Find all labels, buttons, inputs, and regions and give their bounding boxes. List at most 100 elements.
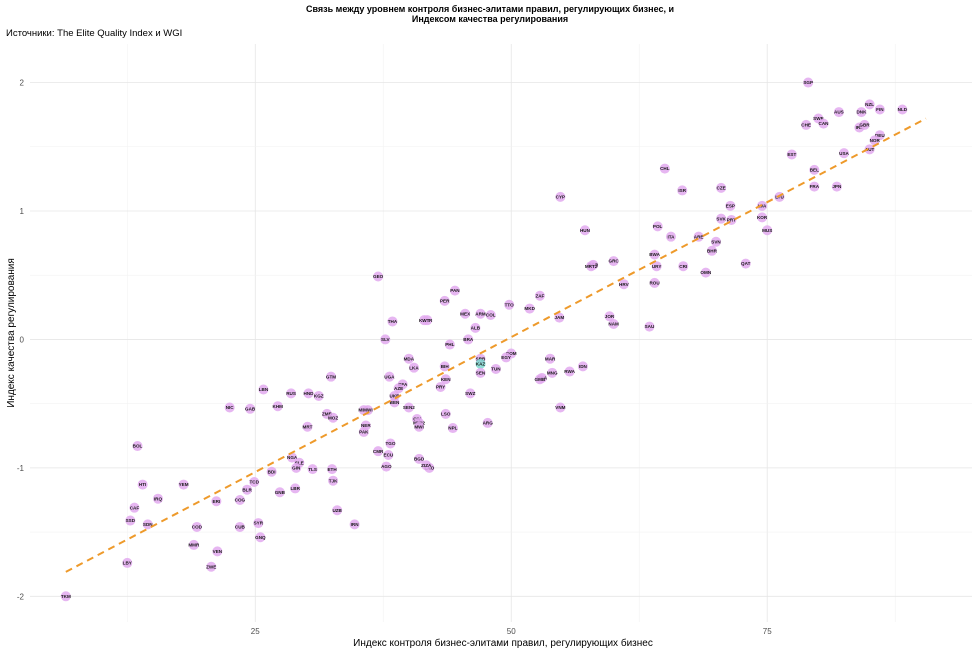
data-point-label: IRN bbox=[351, 522, 360, 527]
data-point-marker bbox=[757, 212, 768, 223]
data-point-marker bbox=[651, 261, 662, 272]
data-point-label: PAN bbox=[450, 288, 460, 293]
data-point: CYP bbox=[555, 191, 566, 202]
x-axis-label: Индекс контроля бизнес-элитами правил, р… bbox=[353, 637, 653, 649]
data-point-label: NIC bbox=[226, 405, 235, 410]
data-point-label: GIN bbox=[292, 465, 301, 470]
data-point-marker bbox=[212, 546, 223, 557]
data-point-marker bbox=[608, 256, 619, 267]
data-point-label: GAB bbox=[245, 406, 256, 411]
data-point-label: SYR bbox=[254, 521, 264, 526]
data-point-marker bbox=[421, 460, 432, 471]
data-point-marker bbox=[809, 164, 820, 175]
data-point: SDN bbox=[142, 519, 153, 530]
data-point: ARG bbox=[482, 417, 493, 428]
data-point-marker bbox=[839, 148, 850, 159]
data-point-label: AUS bbox=[834, 110, 844, 115]
data-point-marker bbox=[869, 135, 880, 146]
data-point-label: BIH bbox=[441, 364, 450, 369]
data-point-marker bbox=[326, 371, 337, 382]
data-point-label: CAN bbox=[819, 121, 830, 126]
data-point: NAM bbox=[608, 319, 619, 330]
data-point-label: TLS bbox=[308, 467, 317, 472]
data-point: AGO bbox=[381, 461, 392, 472]
data-point: TLS bbox=[307, 464, 318, 475]
data-point-label: DNK bbox=[856, 110, 867, 115]
data-point: KOR bbox=[757, 212, 768, 223]
data-point-marker bbox=[224, 402, 235, 413]
data-point: MMR bbox=[188, 539, 200, 550]
data-point-marker bbox=[608, 319, 619, 330]
data-point-marker bbox=[435, 381, 446, 392]
data-point: NGA bbox=[287, 452, 298, 463]
data-point: JOR bbox=[604, 311, 615, 322]
data-point-marker bbox=[211, 496, 222, 507]
data-point: MOZ bbox=[328, 412, 338, 423]
data-point: ERI bbox=[211, 496, 222, 507]
data-point-marker bbox=[332, 505, 343, 516]
data-point-label: POL bbox=[653, 224, 663, 229]
data-point-label: LBY bbox=[123, 561, 132, 566]
data-point: HND bbox=[303, 388, 314, 399]
data-point-label: GNB bbox=[275, 490, 286, 495]
data-point: MWI bbox=[362, 405, 373, 416]
y-tick-label: 1 bbox=[20, 207, 25, 216]
data-point: TKM bbox=[60, 591, 71, 602]
data-point-label: YEM bbox=[179, 482, 189, 487]
data-point-marker bbox=[258, 384, 269, 395]
data-point-label: NAM bbox=[608, 322, 619, 327]
data-point-label: MWI bbox=[363, 408, 372, 413]
data-point-label: MAR bbox=[545, 356, 556, 361]
data-point: UGA bbox=[384, 371, 395, 382]
data-point-label: MUS bbox=[762, 228, 772, 233]
data-point-marker bbox=[534, 290, 545, 301]
data-point-label: ROU bbox=[649, 281, 660, 286]
data-point-label: ERI bbox=[213, 499, 221, 504]
data-point: SVK bbox=[716, 213, 727, 224]
data-point-marker bbox=[490, 363, 501, 374]
data-point-marker bbox=[501, 352, 512, 363]
data-point-marker bbox=[290, 483, 301, 494]
data-point-marker bbox=[447, 423, 458, 434]
data-point-marker bbox=[389, 397, 400, 408]
data-point: AUT bbox=[864, 144, 875, 155]
x-tick-label: 75 bbox=[763, 627, 772, 636]
data-point-label: BLR bbox=[242, 487, 252, 492]
data-point-marker bbox=[349, 519, 360, 530]
data-point-label: KHM bbox=[273, 404, 284, 409]
data-point-label: ZAF bbox=[535, 293, 544, 298]
data-point-label: UGA bbox=[384, 374, 395, 379]
data-point-marker bbox=[786, 149, 797, 160]
data-point-label: SLV bbox=[381, 337, 391, 342]
data-point-marker bbox=[740, 258, 751, 269]
data-point-label: MDA bbox=[404, 356, 415, 361]
data-point-marker bbox=[328, 475, 339, 486]
data-point-marker bbox=[547, 367, 558, 378]
data-point-marker bbox=[440, 408, 451, 419]
data-point: CHL bbox=[659, 163, 670, 174]
data-point-label: GTM bbox=[326, 374, 336, 379]
data-point: ZIZA bbox=[421, 460, 432, 471]
data-point-marker bbox=[137, 479, 148, 490]
data-point-marker bbox=[470, 322, 481, 333]
data-point: MUS bbox=[762, 225, 772, 236]
data-point: TCD bbox=[249, 476, 260, 487]
data-point-marker bbox=[362, 405, 373, 416]
data-point-label: ESP bbox=[726, 203, 735, 208]
data-point-marker bbox=[440, 374, 451, 385]
data-point: BWA bbox=[649, 249, 661, 260]
data-point-marker bbox=[482, 417, 493, 428]
data-point-marker bbox=[652, 221, 663, 232]
data-point-label: NER bbox=[361, 423, 371, 428]
data-point: VNM bbox=[555, 402, 566, 413]
chart-title-line-1: Связь между уровнем контроля бизнес-элит… bbox=[306, 4, 674, 14]
data-point-marker bbox=[618, 279, 629, 290]
data-point-marker bbox=[439, 295, 450, 306]
data-point-label: SAU bbox=[645, 324, 655, 329]
data-point: SSD bbox=[125, 515, 136, 526]
data-point-marker bbox=[383, 450, 394, 461]
data-point: KAZ bbox=[475, 358, 486, 369]
data-point-label: AGO bbox=[381, 464, 392, 469]
data-point-marker bbox=[414, 453, 425, 464]
data-point-label: BRA bbox=[463, 337, 474, 342]
